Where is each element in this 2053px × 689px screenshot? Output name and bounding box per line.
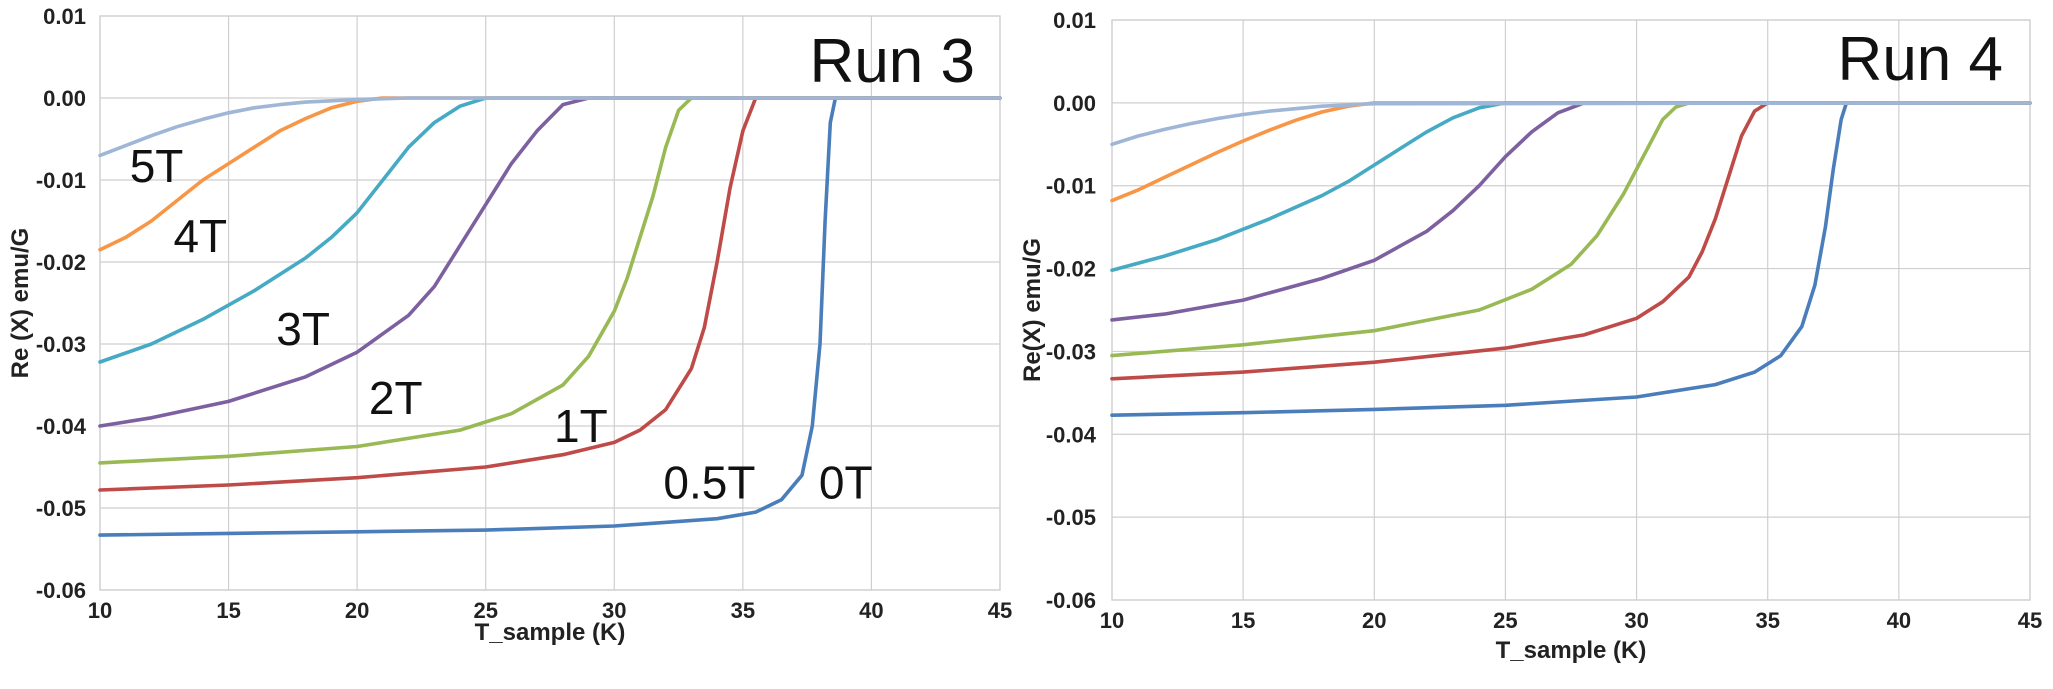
chart-run-3: 0.01 0.00 -0.01 -0.02 -0.03 -0.04 -0.05 -0.0610… — [7, 4, 1012, 646]
x-tick-label: 25 — [1493, 608, 1517, 633]
series-line-3t — [98, 96, 1002, 364]
curve-label: 4T — [173, 210, 227, 262]
x-tick-label: 10 — [1100, 608, 1124, 633]
x-tick-label: 15 — [216, 598, 240, 623]
y-tick-label: -0.06 — [36, 578, 86, 603]
y-tick-label: -0.04 — [1046, 422, 1097, 447]
y-tick-label: -0.01 — [1046, 174, 1096, 199]
series-line-1t — [98, 96, 1002, 465]
series-line-0t — [1110, 101, 2032, 418]
series-line-1t — [1110, 101, 2032, 358]
curve-label: 0T — [819, 457, 873, 509]
x-tick-label: 45 — [988, 598, 1012, 623]
x-axis-title: T_sample (K) — [1496, 637, 1647, 664]
curve-label: 3T — [276, 303, 330, 355]
chart-title: Run 3 — [810, 27, 975, 96]
y-axis-title: Re (X) emu/G — [7, 228, 34, 379]
x-tick-label: 45 — [2018, 608, 2042, 633]
y-tick-label: 0.01 — [1053, 8, 1096, 33]
series-line-2t — [98, 96, 1002, 428]
y-tick-label: 0.01 — [43, 4, 86, 29]
x-tick-label: 25 — [473, 598, 497, 623]
chart-run-4: 0.01 0.00 -0.01 -0.02 -0.03 -0.04 -0.05 -0.0610… — [1019, 8, 2042, 664]
x-tick-label: 35 — [731, 598, 755, 623]
series-line-3t — [1110, 101, 2032, 273]
series-line-4t — [98, 96, 1002, 252]
curve-label: 1T — [554, 400, 608, 452]
x-tick-label: 40 — [859, 598, 883, 623]
y-tick-label: -0.05 — [36, 496, 86, 521]
series-line-0-5t — [98, 96, 1002, 492]
y-tick-label: 0.00 — [43, 86, 86, 111]
x-tick-label: 35 — [1755, 608, 1779, 633]
y-tick-label: -0.03 — [36, 332, 86, 357]
series-line-5t — [1110, 101, 2032, 147]
x-axis-title: T_sample (K) — [475, 619, 626, 646]
x-tick-label: 30 — [602, 598, 626, 623]
y-tick-label: -0.04 — [36, 414, 87, 439]
x-tick-label: 10 — [88, 598, 112, 623]
curve-label: 0.5T — [663, 457, 755, 509]
y-tick-label: -0.02 — [1046, 257, 1096, 282]
series-line-5t — [98, 96, 1002, 158]
chart-title: Run 4 — [1838, 25, 2003, 94]
curve-label: 5T — [130, 140, 184, 192]
series-line-2t — [1110, 101, 2032, 322]
y-tick-label: -0.06 — [1046, 588, 1096, 613]
x-tick-label: 30 — [1624, 608, 1648, 633]
y-tick-label: -0.05 — [1046, 505, 1096, 530]
x-tick-label: 20 — [345, 598, 369, 623]
y-tick-label: 0.00 — [1053, 91, 1096, 116]
curve-label: 2T — [369, 372, 423, 424]
series-line-0t — [98, 96, 1002, 537]
x-tick-label: 20 — [1362, 608, 1386, 633]
series-line-0-5t — [1110, 101, 2032, 381]
y-tick-label: -0.03 — [1046, 339, 1096, 364]
y-tick-label: -0.02 — [36, 250, 86, 275]
x-tick-label: 40 — [1887, 608, 1911, 633]
x-tick-label: 15 — [1231, 608, 1255, 633]
y-tick-label: -0.01 — [36, 168, 86, 193]
y-axis-title: Re(X) emu/G — [1019, 238, 1046, 382]
